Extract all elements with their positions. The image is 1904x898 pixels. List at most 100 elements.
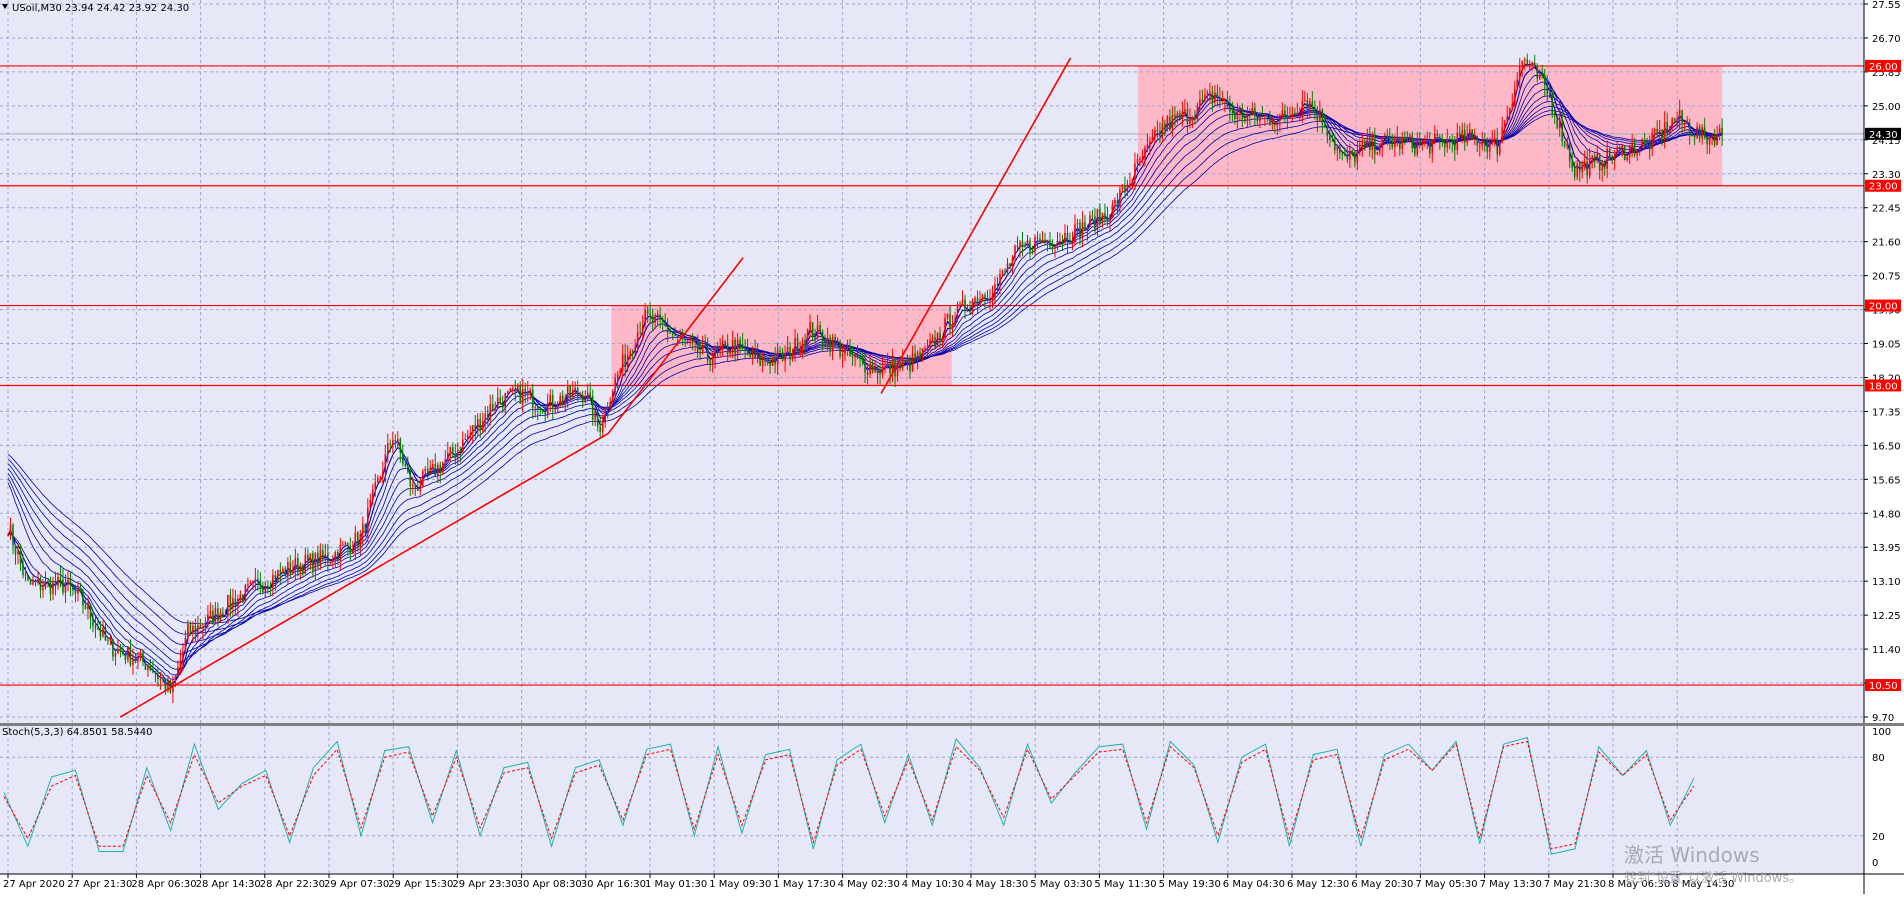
candle-body [1603, 167, 1606, 169]
candle-body [496, 397, 499, 408]
candle-body [464, 439, 467, 441]
candle-body [144, 661, 147, 670]
consolidation-zones [611, 65, 1723, 386]
candle-body [1019, 241, 1021, 248]
candle-body [1346, 155, 1349, 160]
candle-body [229, 594, 232, 609]
windows-watermark-line2: 转到"设置"以激活 Windows。 [1624, 871, 1802, 886]
candle-body [551, 395, 554, 410]
candle-body [54, 581, 57, 586]
candle-body [174, 676, 177, 682]
candle-body [154, 672, 157, 675]
candle-body [1541, 74, 1544, 76]
x-tick-label: 7 May 21:30 [1544, 879, 1606, 890]
candle-body [87, 603, 89, 610]
candle-body [421, 471, 424, 487]
candle-body [1538, 74, 1541, 79]
candle-body [751, 350, 754, 358]
candle-body [1483, 142, 1486, 144]
candle-body [1166, 116, 1169, 129]
candle-body [946, 314, 949, 318]
candle-body [1653, 128, 1656, 133]
candle-body [679, 335, 681, 337]
candle-body [287, 562, 289, 577]
dropdown-triangle-icon[interactable] [2, 4, 8, 9]
candle-body [889, 362, 891, 374]
candle-body [991, 296, 994, 299]
candle-body [941, 337, 944, 341]
candle-body [1316, 111, 1319, 122]
candle-body [841, 354, 844, 357]
candle-body [1533, 62, 1536, 66]
candle-body [784, 353, 786, 362]
candle-body [619, 370, 621, 375]
candle-body [996, 284, 999, 286]
candle-body [1254, 107, 1256, 116]
candle-body [564, 397, 567, 404]
price-tag-label: 26.00 [1869, 62, 1898, 73]
candle-body [1384, 135, 1386, 137]
candle-body [1701, 127, 1703, 139]
candle-body [631, 351, 634, 353]
stochastic-label: Stoch(5,3,3) 64.8501 58.5440 [2, 727, 153, 738]
candle-body [1081, 222, 1084, 238]
candle-body [397, 439, 399, 442]
candle-body [262, 588, 264, 593]
x-tick-label: 27 Apr 21:30 [67, 879, 132, 890]
candle-body [1149, 140, 1151, 145]
candle-body [1561, 119, 1564, 142]
candle-body [1196, 105, 1199, 119]
candle-body [859, 358, 861, 360]
candle-body [454, 454, 457, 458]
candle-body [1366, 137, 1369, 147]
candle-body [471, 425, 474, 434]
y-tick-label: 24.15 [1872, 136, 1901, 147]
candle-body [1516, 79, 1519, 90]
candle-body [1713, 135, 1716, 146]
candle-body [926, 346, 929, 349]
candle-body [1486, 143, 1489, 152]
candle-body [7, 535, 9, 537]
candle-body [1054, 246, 1056, 248]
candle-body [1271, 123, 1274, 125]
candle-body [1411, 135, 1414, 149]
candle-body [39, 578, 42, 591]
stochastic-lines [3, 736, 1695, 855]
candle-body [626, 354, 629, 368]
x-tick-label: 30 Apr 16:30 [581, 879, 646, 890]
candle-body [177, 667, 179, 677]
candle-body [969, 310, 971, 312]
candle-body [382, 472, 384, 477]
candle-body [352, 550, 354, 554]
candle-body [1141, 158, 1144, 160]
candle-body [591, 396, 594, 420]
candle-body [1491, 138, 1494, 143]
candle-body [217, 608, 219, 622]
candle-body [249, 582, 252, 585]
x-tick-label: 6 May 12:30 [1287, 879, 1349, 890]
candle-body [1041, 239, 1044, 243]
candle-body [1441, 139, 1444, 142]
candle-body [1493, 138, 1496, 140]
candle-body [1678, 110, 1681, 119]
candle-body [1431, 139, 1434, 154]
candle-body [52, 581, 54, 595]
candle-body [1521, 60, 1524, 67]
candle-body [554, 409, 557, 411]
candle-body [234, 598, 237, 607]
candle-body [1688, 122, 1691, 136]
candle-body [137, 656, 139, 662]
candle-body [1011, 257, 1014, 266]
candle-body [1276, 121, 1279, 126]
candle-body [1186, 109, 1189, 124]
candle-body [1049, 239, 1051, 247]
candle-body [586, 392, 589, 399]
candle-body [1264, 115, 1266, 117]
candle-body [416, 488, 419, 491]
candle-body [1339, 147, 1341, 153]
candle-body [901, 360, 904, 369]
candle-body [1693, 136, 1696, 138]
candle-body [424, 468, 427, 472]
candle-body [49, 581, 52, 595]
